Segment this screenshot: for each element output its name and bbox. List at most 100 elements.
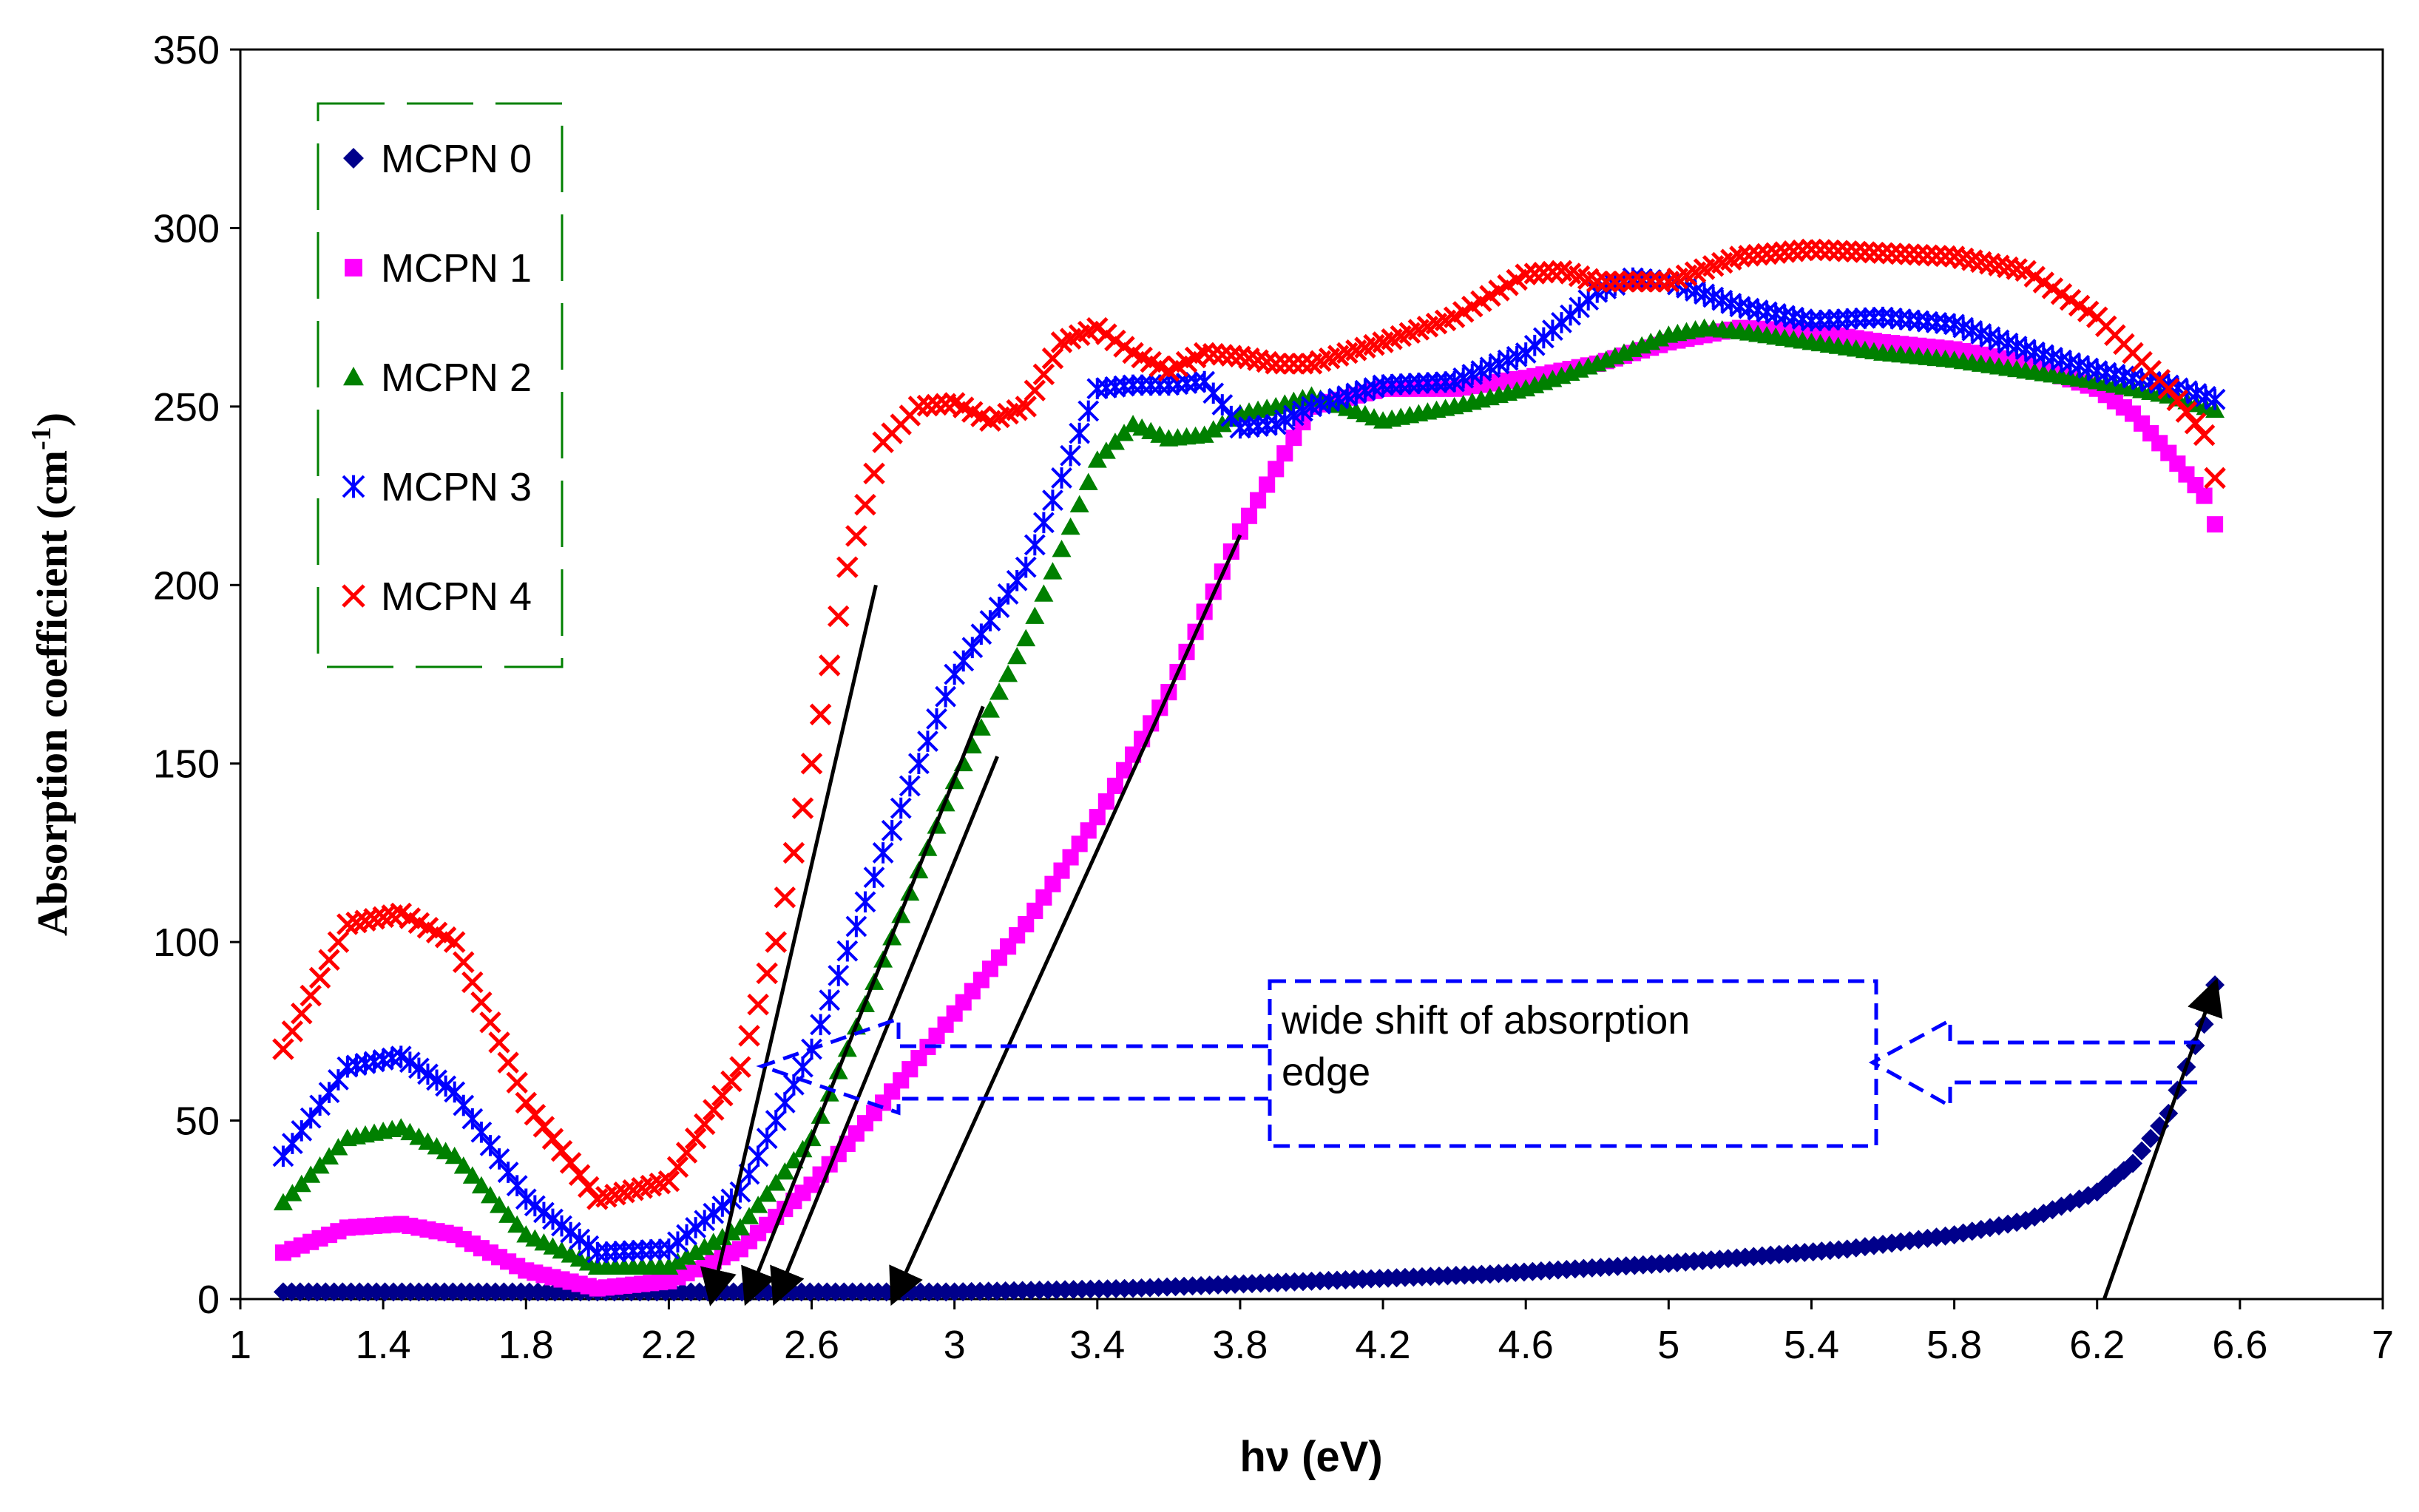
data-point <box>471 1176 491 1194</box>
data-point <box>1872 242 1894 264</box>
data-point <box>747 993 769 1016</box>
data-point <box>310 1156 330 1174</box>
data-point <box>542 1208 564 1230</box>
data-point <box>989 682 1009 700</box>
data-point <box>497 1162 519 1184</box>
data-point <box>1069 422 1091 444</box>
data-point <box>1211 394 1234 416</box>
data-point <box>488 1031 510 1054</box>
legend-item: MCPN 1 <box>345 246 532 291</box>
data-point <box>1018 915 1035 933</box>
data-point <box>1631 271 1653 293</box>
data-point <box>453 951 475 974</box>
data-point <box>1863 241 1885 264</box>
data-point <box>1024 534 1046 556</box>
legend-label: MCPN 1 <box>381 246 532 291</box>
data-point <box>1043 562 1063 580</box>
y-tick-label: 50 <box>175 1099 220 1144</box>
data-point <box>1044 875 1061 892</box>
data-point <box>836 556 859 578</box>
legend-border <box>317 102 564 668</box>
data-point <box>845 915 867 938</box>
data-point <box>524 1195 546 1217</box>
data-point <box>1203 420 1223 438</box>
data-point <box>1791 239 1814 262</box>
data-point <box>550 1139 573 1162</box>
data-point <box>1276 445 1293 462</box>
data-point <box>461 1108 484 1130</box>
data-point <box>791 797 814 819</box>
legend-marker <box>343 148 364 169</box>
x-tick-label: 5.8 <box>1926 1323 1982 1367</box>
data-point <box>738 1025 760 1047</box>
data-point <box>1800 238 1823 261</box>
data-point <box>551 1215 572 1237</box>
data-point <box>1773 241 1796 263</box>
legend-marker <box>342 475 365 498</box>
data-point <box>1881 243 1903 265</box>
legend-item: MCPN 0 <box>343 137 532 181</box>
data-point <box>970 623 992 645</box>
data-point <box>1809 239 1832 261</box>
data-point <box>756 1128 778 1150</box>
data-point <box>988 597 1010 618</box>
data-point <box>497 1051 519 1074</box>
data-point <box>1818 239 1841 262</box>
data-point <box>944 663 966 685</box>
data-point <box>1032 363 1055 386</box>
x-tick-label: 5 <box>1657 1323 1679 1367</box>
data-point <box>1648 271 1671 293</box>
data-point <box>657 1170 680 1193</box>
data-point <box>273 1193 293 1211</box>
data-point <box>1640 271 1662 293</box>
data-point <box>283 1184 302 1201</box>
data-point <box>1052 540 1072 557</box>
data-point <box>578 1235 600 1257</box>
data-point <box>2157 377 2180 400</box>
data-point <box>559 1152 582 1174</box>
data-point <box>515 1188 537 1210</box>
data-point <box>1089 809 1106 826</box>
x-axis: 1 1.4 1.8 2.2 2.6 3 3.4 3.8 4.2 4.6 5 5.4 5.8 6.2 6.6 7 <box>229 1299 2394 1367</box>
data-point <box>2204 467 2226 489</box>
data-point <box>444 1146 464 1164</box>
data-point <box>828 964 850 986</box>
data-point <box>281 1133 303 1155</box>
data-point <box>1916 244 1939 267</box>
data-point <box>1115 762 1133 779</box>
data-point <box>1015 396 1037 418</box>
x-tick-label: 1.8 <box>498 1323 554 1367</box>
data-point <box>980 700 1000 718</box>
data-point <box>2132 1141 2152 1161</box>
legend-label: MCPN 4 <box>381 574 532 619</box>
data-point <box>462 1166 482 1184</box>
data-point <box>470 1121 493 1143</box>
data-point <box>2204 388 2226 410</box>
data-point <box>899 775 921 797</box>
data-point <box>532 1116 555 1138</box>
data-point <box>827 605 850 628</box>
data-point <box>792 1056 813 1078</box>
data-point <box>729 1056 751 1078</box>
data-point <box>2193 424 2216 447</box>
data-point <box>1025 606 1045 624</box>
y-tick-label: 200 <box>153 563 220 608</box>
data-point <box>1026 902 1043 919</box>
data-point <box>765 1110 787 1131</box>
data-point <box>1096 441 1116 459</box>
data-point <box>890 797 912 819</box>
data-point <box>793 1139 813 1158</box>
data-point <box>300 1107 322 1129</box>
data-point <box>318 1082 340 1104</box>
x-tick-label: 3.4 <box>1069 1323 1125 1367</box>
data-point <box>1007 646 1027 665</box>
data-point <box>488 1148 510 1170</box>
data-point <box>507 1215 527 1233</box>
data-point <box>711 1085 734 1107</box>
data-point <box>1202 342 1225 365</box>
data-point <box>774 886 796 909</box>
data-point <box>453 1094 475 1116</box>
data-point <box>1613 271 1635 293</box>
data-point <box>1827 240 1850 262</box>
